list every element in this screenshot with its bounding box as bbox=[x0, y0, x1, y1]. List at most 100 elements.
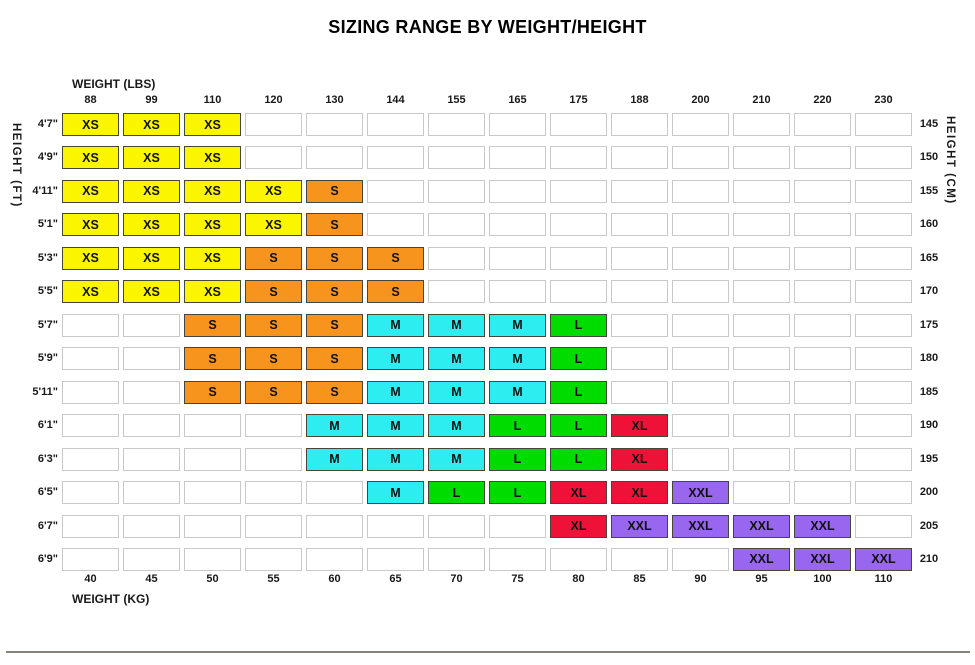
height-cm-label: 210 bbox=[919, 552, 939, 565]
empty-cell bbox=[672, 213, 729, 237]
size-cell-xxl: XXL bbox=[672, 514, 729, 538]
weight-lbs-tick: 120 bbox=[264, 94, 283, 106]
empty-cell bbox=[611, 213, 668, 237]
empty-cell bbox=[123, 380, 180, 404]
footer-divider bbox=[6, 651, 970, 653]
empty-cell bbox=[306, 146, 363, 170]
size-cell-xs: XS bbox=[184, 246, 241, 270]
empty-cell bbox=[306, 481, 363, 505]
size-cell-l: L bbox=[428, 481, 485, 505]
empty-cell bbox=[611, 547, 668, 571]
empty-cell bbox=[611, 146, 668, 170]
size-cell-xxl: XXL bbox=[855, 547, 912, 571]
size-cell-m: M bbox=[428, 380, 485, 404]
empty-cell bbox=[855, 213, 912, 237]
size-cell-s: S bbox=[245, 380, 302, 404]
empty-cell bbox=[62, 514, 119, 538]
height-cm-label: 195 bbox=[919, 452, 939, 465]
weight-kg-tick: 95 bbox=[755, 573, 768, 585]
weight-kg-tick: 100 bbox=[813, 573, 832, 585]
height-cm-label: 200 bbox=[919, 486, 939, 499]
size-cell-l: L bbox=[489, 414, 546, 438]
empty-cell bbox=[428, 246, 485, 270]
empty-cell bbox=[672, 414, 729, 438]
empty-cell bbox=[672, 447, 729, 471]
size-cell-m: M bbox=[489, 313, 546, 337]
empty-cell bbox=[672, 113, 729, 136]
empty-cell bbox=[306, 113, 363, 136]
empty-cell bbox=[62, 447, 119, 471]
empty-cell bbox=[489, 547, 546, 571]
height-ft-label: 5'1" bbox=[37, 218, 58, 231]
size-cell-s: S bbox=[184, 347, 241, 371]
empty-cell bbox=[855, 113, 912, 136]
height-cm-label: 165 bbox=[919, 251, 939, 264]
size-cell-xs: XS bbox=[184, 113, 241, 136]
empty-cell bbox=[428, 146, 485, 170]
size-cell-m: M bbox=[428, 313, 485, 337]
empty-cell bbox=[428, 280, 485, 304]
empty-cell bbox=[550, 146, 607, 170]
size-cell-s: S bbox=[306, 179, 363, 203]
weight-kg-tick: 110 bbox=[874, 573, 893, 585]
height-ft-label: 5'11" bbox=[32, 385, 58, 398]
empty-cell bbox=[733, 313, 790, 337]
height-ft-label: 4'9" bbox=[37, 151, 58, 164]
empty-cell bbox=[184, 481, 241, 505]
empty-cell bbox=[62, 481, 119, 505]
size-cell-xxl: XXL bbox=[794, 547, 851, 571]
empty-cell bbox=[123, 347, 180, 371]
weight-lbs-tick: 165 bbox=[508, 94, 527, 106]
weight-lbs-tick: 188 bbox=[630, 94, 649, 106]
empty-cell bbox=[672, 179, 729, 203]
weight-lbs-tick: 144 bbox=[386, 94, 405, 106]
size-cell-s: S bbox=[306, 213, 363, 237]
size-cell-xs: XS bbox=[245, 179, 302, 203]
empty-cell bbox=[855, 380, 912, 404]
size-cell-s: S bbox=[367, 246, 424, 270]
empty-cell bbox=[428, 514, 485, 538]
empty-cell bbox=[245, 414, 302, 438]
weight-lbs-tick: 175 bbox=[569, 94, 588, 106]
empty-cell bbox=[245, 547, 302, 571]
height-cm-label: 205 bbox=[919, 519, 939, 532]
size-cell-s: S bbox=[245, 280, 302, 304]
empty-cell bbox=[489, 280, 546, 304]
height-ft-axis-label: HEIGHT (FT) bbox=[10, 123, 22, 208]
size-cell-s: S bbox=[306, 380, 363, 404]
empty-cell bbox=[367, 146, 424, 170]
empty-cell bbox=[733, 447, 790, 471]
height-cm-label: 145 bbox=[919, 118, 939, 130]
height-cm-label: 160 bbox=[919, 218, 939, 231]
size-cell-s: S bbox=[184, 313, 241, 337]
empty-cell bbox=[672, 547, 729, 571]
size-cell-xs: XS bbox=[123, 213, 180, 237]
size-cell-xl: XL bbox=[611, 447, 668, 471]
size-cell-xs: XS bbox=[62, 246, 119, 270]
weight-kg-tick: 40 bbox=[84, 573, 97, 585]
empty-cell bbox=[489, 213, 546, 237]
empty-cell bbox=[733, 280, 790, 304]
size-cell-m: M bbox=[367, 347, 424, 371]
weight-lbs-tick: 200 bbox=[691, 94, 710, 106]
empty-cell bbox=[367, 179, 424, 203]
empty-cell bbox=[672, 313, 729, 337]
size-cell-xs: XS bbox=[123, 113, 180, 136]
size-cell-s: S bbox=[306, 246, 363, 270]
empty-cell bbox=[733, 246, 790, 270]
size-cell-xs: XS bbox=[62, 146, 119, 170]
weight-kg-tick: 55 bbox=[267, 573, 280, 585]
empty-cell bbox=[672, 380, 729, 404]
size-cell-xs: XS bbox=[123, 246, 180, 270]
empty-cell bbox=[489, 146, 546, 170]
size-cell-xl: XL bbox=[611, 414, 668, 438]
weight-lbs-tick: 210 bbox=[752, 94, 771, 106]
empty-cell bbox=[62, 547, 119, 571]
empty-cell bbox=[428, 547, 485, 571]
empty-cell bbox=[794, 280, 851, 304]
weight-kg-tick: 60 bbox=[328, 573, 341, 585]
weight-kg-tick: 70 bbox=[450, 573, 463, 585]
size-cell-m: M bbox=[489, 347, 546, 371]
empty-cell bbox=[733, 146, 790, 170]
